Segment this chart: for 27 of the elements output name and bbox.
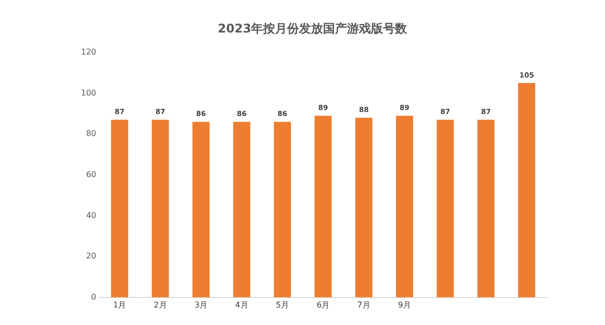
x-tick-label: 6月: [316, 300, 330, 310]
bar: [192, 122, 210, 298]
bar: [396, 116, 414, 298]
x-tick-label: 5月: [276, 300, 289, 310]
y-tick-label: 60: [86, 170, 96, 179]
x-tick-label: 1月: [113, 300, 126, 310]
bar: [152, 120, 169, 298]
bar: [477, 120, 494, 298]
x-tick-label: 7月: [357, 300, 370, 310]
bar: [355, 118, 372, 298]
bar: [436, 120, 454, 298]
x-tick-label: 4月: [235, 300, 248, 310]
bar: [111, 120, 128, 298]
x-tick-label: 9月: [398, 300, 412, 310]
y-tick-label: 0: [91, 292, 96, 302]
chart-title: 2023年按月份发放国产游戏版号数: [218, 21, 408, 36]
y-tick-label: 80: [86, 129, 96, 138]
bar: [314, 116, 332, 298]
x-tick-label: 3月: [194, 300, 208, 310]
y-tick-label: 40: [86, 210, 96, 220]
bar: [233, 122, 250, 298]
y-tick-label: 100: [80, 88, 96, 98]
bar: [518, 83, 536, 298]
bar: [274, 122, 291, 298]
y-tick-label: 120: [80, 47, 96, 56]
x-tick-label: 2月: [154, 300, 167, 310]
y-tick-label: 20: [86, 252, 96, 261]
